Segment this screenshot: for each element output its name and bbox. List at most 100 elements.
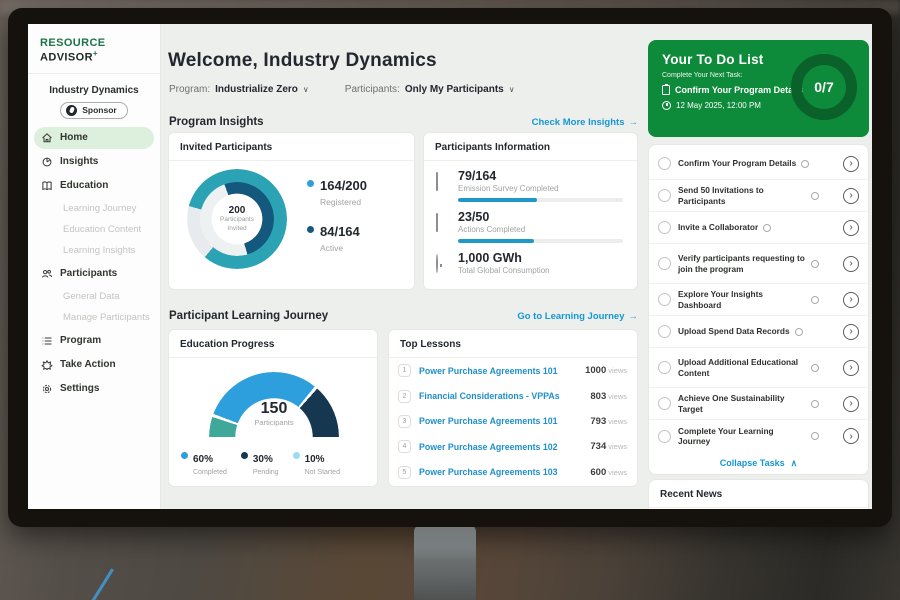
lesson-link[interactable]: Power Purchase Agreements 103 bbox=[419, 467, 558, 477]
task-list: Confirm Your Program Details › Send 50 I… bbox=[648, 144, 869, 475]
task-checkbox[interactable] bbox=[658, 430, 671, 443]
bulb-icon bbox=[436, 254, 438, 273]
chevron-right-icon[interactable]: › bbox=[843, 256, 859, 272]
donut-center-value: 200 bbox=[229, 205, 246, 216]
task-checkbox[interactable] bbox=[658, 293, 671, 306]
legend-label: Active bbox=[320, 243, 360, 253]
lesson-link[interactable]: Power Purchase Agreements 102 bbox=[419, 442, 558, 452]
chevron-right-icon[interactable]: › bbox=[843, 324, 859, 340]
todo-due-label: 12 May 2025, 12:00 PM bbox=[676, 101, 761, 110]
sidebar-item-insights[interactable]: Insights bbox=[34, 151, 154, 173]
stat-label: Actions Completed bbox=[458, 225, 623, 234]
legend-label: Pending bbox=[253, 469, 279, 476]
task-row[interactable]: Explore Your Insights Dashboard › bbox=[649, 284, 868, 316]
sidebar-item-learning-insights[interactable]: Learning Insights bbox=[34, 241, 154, 261]
lesson-link[interactable]: Financial Considerations - VPPAs bbox=[419, 391, 560, 401]
legend-dot bbox=[307, 180, 314, 187]
card-title: Invited Participants bbox=[169, 133, 414, 161]
sidebar-item-general-data[interactable]: General Data bbox=[34, 287, 154, 307]
sidebar-item-program[interactable]: Program bbox=[34, 330, 154, 352]
task-checkbox[interactable] bbox=[658, 257, 671, 270]
participants-filter-value: Only My Participants bbox=[405, 84, 504, 95]
section-title: Participant Learning Journey bbox=[169, 310, 328, 322]
stat-value: 1,000 GWh bbox=[458, 251, 623, 265]
task-checkbox[interactable] bbox=[658, 221, 671, 234]
task-checkbox[interactable] bbox=[658, 189, 671, 202]
task-checkbox[interactable] bbox=[658, 397, 671, 410]
chevron-right-icon[interactable]: › bbox=[843, 220, 859, 236]
chevron-right-icon[interactable]: › bbox=[843, 188, 859, 204]
donut-center-label: Participants Invited bbox=[215, 216, 259, 232]
logo-part1: RESOURCE bbox=[40, 37, 106, 49]
task-row[interactable]: Verify participants requesting to join t… bbox=[649, 244, 868, 284]
stat-label: Total Global Consumption bbox=[458, 266, 623, 275]
check-more-insights-link[interactable]: Check More Insights→ bbox=[532, 117, 638, 128]
legend-item: 10% Not Started bbox=[293, 449, 340, 476]
lesson-link[interactable]: Power Purchase Agreements 101 bbox=[419, 416, 558, 426]
legend-label: Not Started bbox=[305, 469, 340, 476]
task-row[interactable]: Upload Spend Data Records › bbox=[649, 316, 868, 348]
chevron-right-icon[interactable]: › bbox=[843, 360, 859, 376]
book-icon bbox=[41, 180, 53, 192]
task-row[interactable]: Send 50 Invitations to Participants › bbox=[649, 180, 868, 212]
card-title: Recent News bbox=[649, 480, 868, 508]
dashboard-screen: RESOURCE ADVISOR+ Industry Dynamics Spon… bbox=[28, 24, 872, 509]
top-lessons-card: Top Lessons 1 Power Purchase Agreements … bbox=[388, 329, 638, 487]
lesson-link[interactable]: Power Purchase Agreements 101 bbox=[419, 366, 558, 376]
lesson-views: 600 bbox=[590, 467, 606, 478]
task-checkbox[interactable] bbox=[658, 325, 671, 338]
program-insights-header: Program Insights Check More Insights→ bbox=[169, 116, 638, 128]
sidebar-item-settings[interactable]: Settings bbox=[34, 378, 154, 400]
lesson-views: 793 bbox=[590, 416, 606, 427]
task-info-icon bbox=[763, 224, 771, 232]
task-row[interactable]: Confirm Your Program Details › bbox=[649, 148, 868, 180]
task-row[interactable]: Upload Additional Educational Content › bbox=[649, 348, 868, 388]
lesson-rank: 4 bbox=[398, 440, 411, 453]
task-row[interactable]: Achieve One Sustainability Target › bbox=[649, 388, 868, 420]
sponsor-badge-label: Sponsor bbox=[82, 105, 116, 115]
participants-filter[interactable]: Participants:Only My Participants∨ bbox=[345, 84, 515, 95]
task-checkbox[interactable] bbox=[658, 157, 671, 170]
sidebar-item-learning-journey[interactable]: Learning Journey bbox=[34, 199, 154, 219]
legend-value: 10% bbox=[305, 454, 325, 465]
sponsor-badge[interactable]: Sponsor bbox=[60, 102, 127, 119]
survey-icon bbox=[436, 172, 438, 191]
legend-value: 60% bbox=[193, 454, 213, 465]
chevron-right-icon[interactable]: › bbox=[843, 428, 859, 444]
stat-row: 23/50 Actions Completed bbox=[424, 202, 637, 243]
sidebar-item-label: Settings bbox=[60, 383, 99, 394]
legend-dot bbox=[307, 226, 314, 233]
sidebar-item-education-content[interactable]: Education Content bbox=[34, 220, 154, 240]
gauge-legend: 60% Completed 30% Pending 10% Not Starte… bbox=[181, 449, 369, 476]
sidebar-item-label: Participants bbox=[60, 268, 117, 279]
clipboard-icon bbox=[662, 85, 670, 95]
task-row[interactable]: Complete Your Learning Journey › bbox=[649, 420, 868, 452]
sidebar-item-participants[interactable]: Participants bbox=[34, 263, 154, 285]
todo-next-task-label: Confirm Your Program Details bbox=[675, 85, 803, 95]
lesson-views: 803 bbox=[590, 391, 606, 402]
chevron-right-icon[interactable]: › bbox=[843, 156, 859, 172]
sidebar-item-take-action[interactable]: Take Action bbox=[34, 354, 154, 376]
task-info-icon bbox=[811, 400, 819, 408]
gauge-center: 150 Participants bbox=[209, 400, 339, 427]
invited-donut-chart: 200 Participants Invited bbox=[187, 169, 287, 269]
todo-counter: 0/7 bbox=[814, 79, 833, 95]
program-filter[interactable]: Program:Industrialize Zero∨ bbox=[169, 84, 309, 95]
go-to-learning-journey-link[interactable]: Go to Learning Journey→ bbox=[517, 311, 638, 322]
task-row[interactable]: Invite a Collaborator › bbox=[649, 212, 868, 244]
lesson-rank: 5 bbox=[398, 466, 411, 479]
sidebar-item-home[interactable]: Home bbox=[34, 127, 154, 149]
insights-icon bbox=[41, 156, 53, 168]
collapse-tasks-link[interactable]: Collapse Tasks ∧ bbox=[649, 452, 868, 474]
chevron-right-icon[interactable]: › bbox=[843, 292, 859, 308]
chevron-right-icon[interactable]: › bbox=[843, 396, 859, 412]
sidebar-item-education[interactable]: Education bbox=[34, 175, 154, 197]
lesson-rank: 2 bbox=[398, 390, 411, 403]
section-title: Program Insights bbox=[169, 116, 264, 128]
stat-row: 79/164 Emission Survey Completed bbox=[424, 161, 637, 202]
task-info-icon bbox=[811, 260, 819, 268]
sidebar-item-manage-participants[interactable]: Manage Participants bbox=[34, 308, 154, 328]
education-progress-card: Education Progress 150 Participants 60% … bbox=[168, 329, 378, 487]
monitor-stand bbox=[414, 524, 476, 600]
task-checkbox[interactable] bbox=[658, 361, 671, 374]
